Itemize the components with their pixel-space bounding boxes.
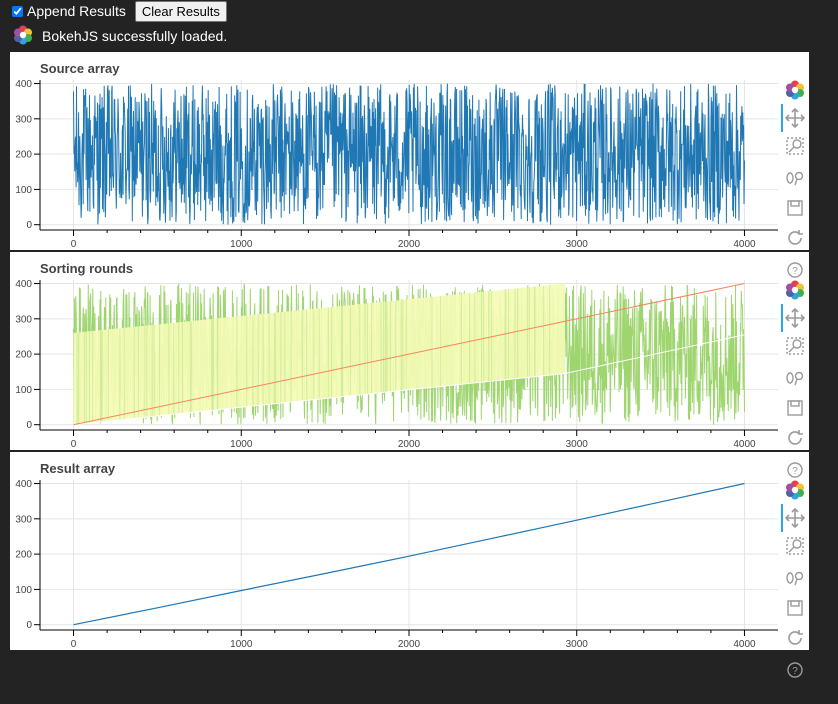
wheel-zoom-icon[interactable] (781, 564, 809, 592)
x-tick-label: 2000 (398, 439, 421, 450)
x-tick-label: 1000 (230, 239, 253, 250)
svg-text:?: ? (792, 466, 798, 477)
source-array-panel: Source array 0 1000 2000 3000 4000 0 100 200 300… (10, 52, 809, 250)
bokeh-logo-icon[interactable] (781, 476, 809, 504)
axes: 0 1000 2000 3000 4000 0 100 200 300 400 (15, 279, 778, 450)
y-tick-label: 100 (15, 185, 32, 196)
status-message: BokehJS successfully loaded. (42, 28, 228, 44)
x-tick-label: 4000 (733, 639, 756, 650)
help-icon[interactable]: ? (781, 456, 809, 484)
x-tick-label: 3000 (566, 439, 589, 450)
y-tick-label: 0 (26, 620, 32, 631)
y-tick-label: 0 (26, 220, 32, 231)
source-array-chart[interactable]: Source array 0 1000 2000 3000 4000 0 100 200 300… (10, 52, 780, 250)
pan-icon[interactable] (781, 104, 809, 132)
load-status: BokehJS successfully loaded. (13, 25, 227, 47)
active-tool-indicator (781, 504, 783, 532)
y-tick-label: 100 (15, 385, 32, 396)
y-tick-label: 400 (15, 279, 32, 290)
y-tick-label: 400 (15, 479, 32, 490)
wheel-zoom-icon[interactable] (781, 364, 809, 392)
svg-text:?: ? (792, 666, 798, 677)
x-tick-label: 1000 (230, 639, 253, 650)
y-tick-label: 300 (15, 514, 32, 525)
help-icon[interactable]: ? (781, 656, 809, 684)
y-tick-label: 300 (15, 114, 32, 125)
x-tick-label: 3000 (566, 639, 589, 650)
append-results-checkbox[interactable] (12, 5, 23, 17)
chart-title: Sorting rounds (40, 261, 133, 276)
x-tick-label: 0 (71, 639, 77, 650)
y-tick-label: 200 (15, 550, 32, 561)
partition-strokes (76, 285, 551, 425)
y-tick-label: 0 (26, 420, 32, 431)
partition-region (73, 283, 565, 425)
grid (40, 480, 778, 630)
sorting-rounds-panel: Sorting rounds 0 1000 2000 3000 4000 0 100 200 3… (10, 252, 809, 450)
data-layer (73, 83, 745, 225)
sorting-rounds-chart[interactable]: Sorting rounds 0 1000 2000 3000 4000 0 100 200 3… (10, 252, 780, 450)
sorted-diagonal-line (73, 283, 745, 426)
box-zoom-icon[interactable] (781, 532, 809, 560)
pan-icon[interactable] (781, 504, 809, 532)
result-series-line (73, 482, 745, 626)
chart-title: Source array (40, 61, 120, 76)
pan-icon[interactable] (781, 304, 809, 332)
result-array-panel: Result array 0 1000 2000 3000 4000 0 100 200 300… (10, 452, 809, 650)
y-tick-label: 300 (15, 314, 32, 325)
chart-title: Result array (40, 461, 116, 476)
source-series-line (73, 83, 745, 225)
data-layer (73, 482, 745, 626)
axes: 0 1000 2000 3000 4000 0 100 200 300 400 (15, 79, 778, 250)
y-tick-label: 400 (15, 79, 32, 90)
box-zoom-icon[interactable] (781, 332, 809, 360)
data-layer (73, 283, 745, 426)
reset-icon[interactable] (781, 224, 809, 252)
svg-text:?: ? (792, 266, 798, 277)
axes: 0 1000 2000 3000 4000 0 100 200 300 400 (15, 479, 778, 650)
y-tick-label: 200 (15, 150, 32, 161)
result-array-chart[interactable]: Result array 0 1000 2000 3000 4000 0 100 200 300… (10, 452, 780, 650)
x-tick-label: 2000 (398, 639, 421, 650)
partition-lower-edge (73, 334, 745, 426)
reset-icon[interactable] (781, 624, 809, 652)
clear-results-button[interactable]: Clear Results (134, 0, 227, 22)
bokeh-logo-icon[interactable] (781, 276, 809, 304)
x-tick-label: 0 (71, 239, 77, 250)
x-tick-label: 0 (71, 439, 77, 450)
y-tick-label: 100 (15, 585, 32, 596)
save-icon[interactable] (781, 394, 809, 422)
top-controls: Append Results Clear Results (12, 0, 227, 22)
x-tick-label: 4000 (733, 439, 756, 450)
save-icon[interactable] (781, 194, 809, 222)
x-tick-label: 2000 (398, 239, 421, 250)
box-zoom-icon[interactable] (781, 132, 809, 160)
bokeh-logo-icon (13, 25, 33, 48)
y-tick-label: 200 (15, 350, 32, 361)
x-tick-label: 4000 (733, 239, 756, 250)
append-results-label: Append Results (27, 3, 126, 19)
save-icon[interactable] (781, 594, 809, 622)
active-tool-indicator (781, 104, 783, 132)
reset-icon[interactable] (781, 424, 809, 452)
help-icon[interactable]: ? (781, 256, 809, 284)
wheel-zoom-icon[interactable] (781, 164, 809, 192)
x-tick-label: 3000 (566, 239, 589, 250)
active-tool-indicator (781, 304, 783, 332)
x-tick-label: 1000 (230, 439, 253, 450)
bokeh-logo-icon[interactable] (781, 76, 809, 104)
